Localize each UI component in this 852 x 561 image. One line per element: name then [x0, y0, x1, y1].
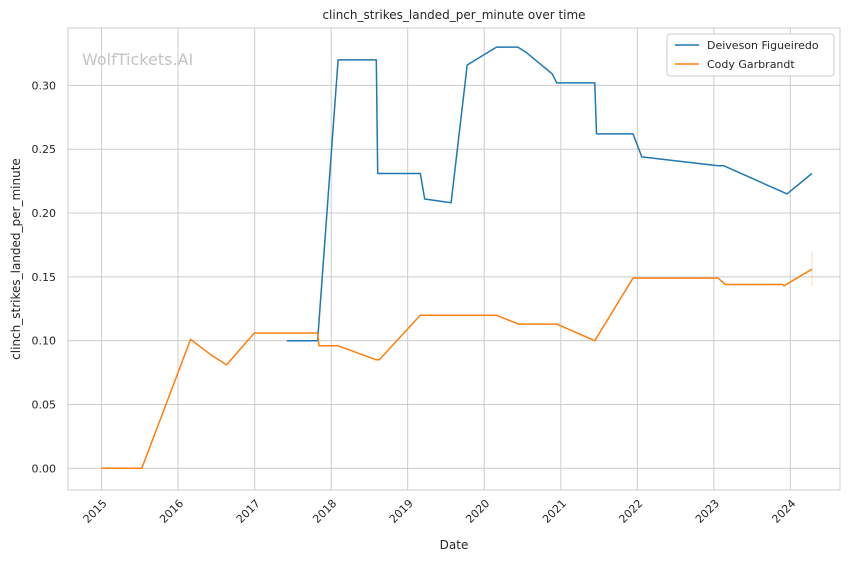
x-tick-label: 2020	[463, 497, 492, 526]
x-tick-label: 2019	[387, 497, 416, 526]
x-tick-label: 2022	[616, 497, 645, 526]
y-tick-label: 0.15	[32, 271, 57, 284]
y-tick-label: 0.10	[32, 335, 57, 348]
gridlines	[68, 28, 840, 490]
series-layer	[101, 46, 813, 470]
legend-label-cody-garbrandt: Cody Garbrandt	[707, 58, 795, 71]
plot-frame	[67, 27, 841, 491]
series-line-cody-garbrandt	[101, 268, 813, 470]
legend-box	[666, 33, 835, 77]
y-axis-ticks: 0.00 0.05 0.10 0.15 0.20 0.25 0.30	[32, 79, 57, 475]
series-line-deiveson-figueiredo	[286, 46, 813, 342]
x-axis-ticks: 2015 2016 2017 2018 2019 2020 2021 2022 2023 2024	[81, 497, 799, 526]
plot-area	[68, 28, 840, 490]
x-tick-label: 2024	[769, 497, 798, 526]
y-tick-label: 0.25	[32, 143, 57, 156]
x-tick-label: 2017	[234, 497, 263, 526]
legend: Deiveson Figueiredo Cody Garbrandt	[666, 33, 835, 77]
x-tick-label: 2021	[540, 497, 569, 526]
x-axis-label: Date	[440, 538, 469, 552]
x-tick-label: 2015	[81, 497, 110, 526]
x-tick-label: 2023	[693, 497, 722, 526]
chart-title: clinch_strikes_landed_per_minute over ti…	[322, 8, 585, 22]
y-axis-label: clinch_strikes_landed_per_minute	[9, 158, 23, 360]
x-tick-label: 2018	[310, 497, 339, 526]
y-tick-label: 0.05	[32, 398, 57, 411]
y-tick-label: 0.00	[32, 462, 57, 475]
watermark: WolfTickets.AI	[82, 50, 193, 69]
x-tick-label: 2016	[157, 497, 186, 526]
y-tick-label: 0.30	[32, 79, 57, 92]
y-tick-label: 0.20	[32, 207, 57, 220]
legend-label-deiveson-figueiredo: Deiveson Figueiredo	[707, 39, 819, 52]
